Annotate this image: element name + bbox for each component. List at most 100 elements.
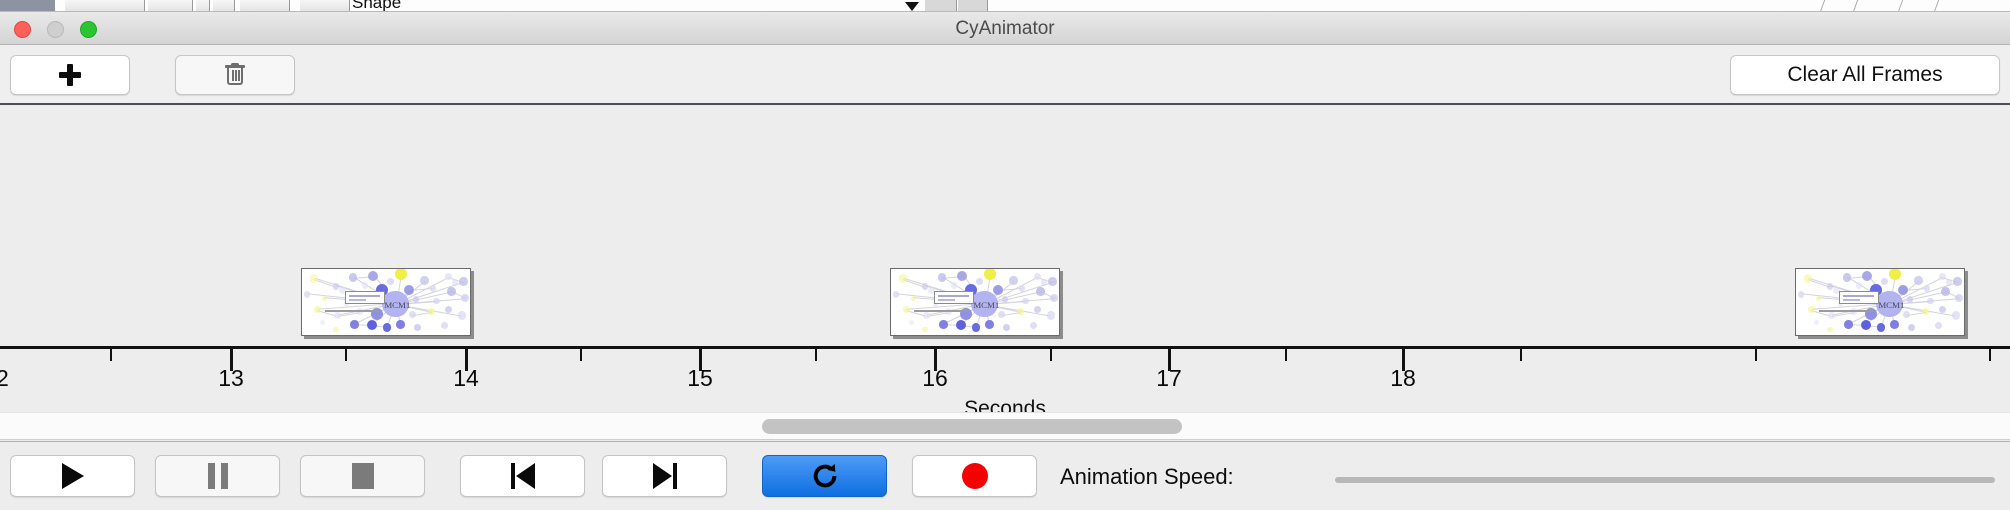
graph-node bbox=[332, 283, 340, 290]
timeline-tick-minor bbox=[1520, 349, 1522, 361]
horizontal-scrollbar[interactable] bbox=[0, 412, 2010, 440]
graph-node bbox=[928, 286, 936, 294]
graph-node bbox=[366, 320, 377, 331]
graph-caption-text bbox=[324, 309, 380, 312]
graph-node bbox=[427, 308, 435, 316]
timeline-frame-thumbnail[interactable]: MCM1 bbox=[301, 268, 471, 336]
timeline-tick-minor bbox=[815, 349, 817, 361]
graph-node bbox=[964, 284, 977, 297]
graph-node bbox=[368, 270, 379, 281]
loop-icon bbox=[813, 464, 836, 488]
frame-network-graph: MCM1 bbox=[891, 269, 1059, 335]
graph-node bbox=[937, 273, 947, 282]
animation-speed-slider[interactable] bbox=[1335, 477, 1995, 483]
graph-node bbox=[457, 311, 467, 320]
graph-node bbox=[1049, 293, 1059, 303]
graph-node bbox=[339, 286, 347, 294]
graph-node bbox=[420, 276, 429, 285]
graph-node bbox=[1001, 295, 1009, 303]
graph-node bbox=[1828, 312, 1836, 320]
graph-node bbox=[1945, 279, 1953, 286]
graph-annotation-box bbox=[1839, 291, 1880, 305]
trash-icon bbox=[224, 63, 246, 87]
graph-node bbox=[1018, 285, 1026, 292]
graph-node bbox=[309, 274, 319, 283]
graph-node bbox=[1826, 283, 1834, 290]
graph-node bbox=[1914, 276, 1923, 285]
stop-icon bbox=[351, 463, 374, 489]
graph-node bbox=[444, 273, 452, 281]
pause-button[interactable] bbox=[155, 455, 280, 497]
graph-node bbox=[1881, 278, 1888, 286]
graph-node bbox=[1021, 297, 1029, 305]
timeline-tick-label: 17 bbox=[1156, 365, 1182, 391]
timeline-tick-major bbox=[934, 349, 937, 371]
graph-node bbox=[350, 320, 359, 329]
graph-node bbox=[922, 326, 928, 332]
background-tab bbox=[958, 0, 988, 11]
graph-hub-label: MCM1 bbox=[384, 300, 411, 311]
skip-next-button[interactable] bbox=[602, 455, 727, 497]
graph-node bbox=[396, 320, 405, 329]
timeline-tick-major bbox=[230, 349, 233, 371]
graph-node bbox=[1855, 282, 1863, 289]
timeline-tick-label: 13 bbox=[218, 365, 244, 391]
graph-node bbox=[1888, 269, 1901, 280]
background-tab bbox=[196, 0, 210, 11]
zoom-button[interactable] bbox=[80, 21, 97, 38]
graph-node bbox=[1921, 308, 1929, 316]
graph-hub-node bbox=[382, 290, 409, 318]
graph-node bbox=[1827, 326, 1833, 332]
graph-node bbox=[432, 297, 440, 305]
graph-node bbox=[1935, 321, 1943, 329]
stop-button[interactable] bbox=[300, 455, 425, 497]
skip-previous-button[interactable] bbox=[460, 455, 585, 497]
record-button[interactable] bbox=[912, 455, 1037, 497]
plus-icon bbox=[59, 64, 81, 86]
graph-node bbox=[1048, 277, 1057, 286]
graph-node bbox=[1040, 279, 1048, 286]
background-tab bbox=[925, 0, 957, 11]
graph-node bbox=[1953, 277, 1962, 286]
timeline-tick-minor bbox=[1285, 349, 1287, 361]
add-frame-button[interactable] bbox=[10, 55, 130, 95]
graph-node bbox=[1003, 323, 1010, 331]
graph-node bbox=[1876, 323, 1886, 332]
background-tab bbox=[213, 0, 235, 11]
graph-node bbox=[1797, 290, 1805, 298]
timeline-frame-thumbnail[interactable]: MCM1 bbox=[1795, 268, 1965, 336]
scrollbar-thumb[interactable] bbox=[762, 419, 1182, 434]
minimize-button[interactable] bbox=[47, 21, 64, 38]
pause-icon bbox=[207, 463, 228, 489]
graph-hub-label: MCM1 bbox=[973, 300, 1000, 311]
graph-node bbox=[910, 295, 916, 301]
delete-frame-button[interactable] bbox=[175, 55, 295, 95]
graph-node bbox=[1860, 320, 1871, 331]
graph-node bbox=[441, 321, 449, 329]
timeline-tick-minor bbox=[580, 349, 582, 361]
graph-node bbox=[444, 306, 452, 314]
loop-button[interactable] bbox=[762, 455, 887, 497]
graph-node bbox=[1862, 270, 1873, 281]
timeline-tick-minor bbox=[110, 349, 112, 361]
frame-network-graph: MCM1 bbox=[1796, 269, 1964, 335]
timeline-frame-thumbnail[interactable]: MCM1 bbox=[890, 268, 1060, 336]
graph-node bbox=[998, 311, 1005, 319]
graph-node bbox=[955, 320, 966, 331]
clear-all-frames-button[interactable]: Clear All Frames bbox=[1730, 55, 2000, 95]
graph-node bbox=[1954, 293, 1964, 303]
graph-node bbox=[898, 274, 908, 283]
play-button[interactable] bbox=[10, 455, 135, 497]
graph-node bbox=[1844, 320, 1853, 329]
graph-node bbox=[370, 307, 383, 320]
playback-control-bar: Animation Speed: bbox=[0, 441, 2010, 510]
close-button[interactable] bbox=[14, 21, 31, 38]
graph-node bbox=[460, 293, 470, 303]
timeline-tick-major bbox=[1168, 349, 1171, 371]
graph-node bbox=[1903, 311, 1910, 319]
graph-node bbox=[1016, 308, 1024, 316]
background-divider bbox=[1897, 0, 1904, 11]
timeline-panel[interactable]: MCM1 MCM1 MCM1 12 13 14 15 16 17 18 Seconds bbox=[0, 107, 2010, 412]
timeline-tick-label: 15 bbox=[687, 365, 713, 391]
window-title: CyAnimator bbox=[955, 18, 1055, 39]
